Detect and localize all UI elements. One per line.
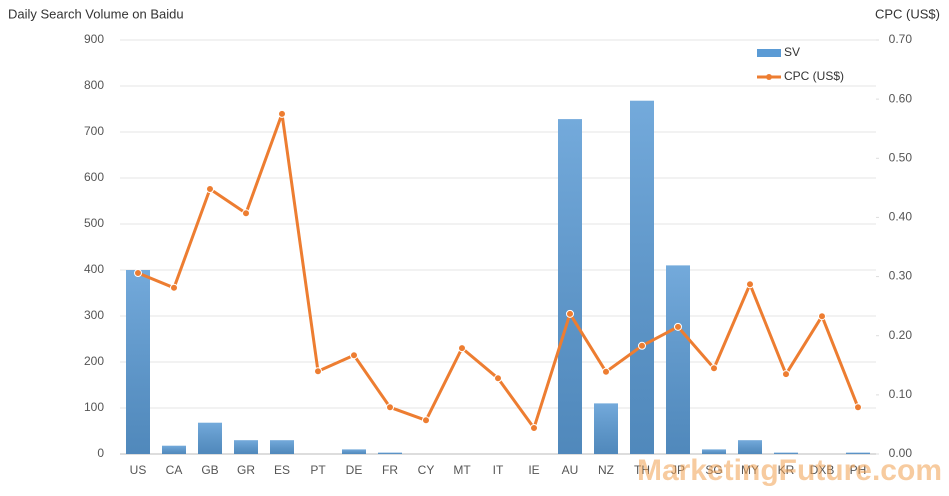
legend-swatch-marker [766, 74, 772, 80]
y-tick-label: 200 [84, 354, 104, 368]
y-tick-label: 500 [84, 216, 104, 230]
y2-tick-label: 0.60 [889, 91, 913, 105]
y2-tick-label: 0.10 [889, 387, 913, 401]
bar-shade [594, 403, 618, 454]
y2-tick-label: 0.70 [889, 32, 913, 46]
bar-shade [558, 119, 582, 455]
bar-shade [270, 440, 294, 454]
legend-label: CPC (US$) [784, 69, 844, 83]
bar-shade [342, 449, 366, 454]
x-tick-label: IE [528, 463, 539, 477]
y-tick-label: 800 [84, 78, 104, 92]
x-tick-label: SG [705, 463, 722, 477]
x-tick-label: FR [382, 463, 398, 477]
x-tick-label: AU [562, 463, 579, 477]
line-marker [782, 370, 790, 379]
y-tick-label: 100 [84, 400, 104, 414]
y2-tick-label: 0.40 [889, 210, 913, 224]
x-tick-label: JP [671, 463, 685, 477]
bar-shade [162, 445, 186, 454]
line-marker [746, 280, 754, 289]
bar-shade [378, 452, 402, 454]
bar-shade [666, 265, 690, 454]
y-tick-label: 300 [84, 308, 104, 322]
y2-tick-label: 0.00 [889, 446, 913, 460]
x-tick-label: PH [850, 463, 867, 477]
line-marker [206, 185, 214, 194]
line-marker [566, 309, 574, 318]
x-tick-label: KR [778, 463, 795, 477]
line-marker [170, 283, 178, 292]
line-marker [494, 374, 502, 383]
line-marker [638, 341, 646, 350]
x-tick-label: PT [310, 463, 326, 477]
line-marker [818, 312, 826, 321]
line-marker [314, 367, 322, 376]
x-tick-label: CY [418, 463, 435, 477]
x-tick-label: TH [634, 463, 650, 477]
line-marker [674, 322, 682, 331]
bar-shade [702, 449, 726, 454]
line-marker [350, 351, 358, 360]
y-tick-label: 600 [84, 170, 104, 184]
legend-label: SV [784, 45, 800, 59]
bar-shade [630, 100, 654, 454]
y-tick-label: 400 [84, 262, 104, 276]
watermark: MarketingFuture.com [637, 454, 942, 487]
x-tick-label: DXB [810, 463, 835, 477]
y-tick-label: 900 [84, 32, 104, 46]
x-tick-label: CA [166, 463, 183, 477]
x-tick-label: GB [201, 463, 218, 477]
y2-tick-label: 0.50 [889, 150, 913, 164]
x-tick-label: NZ [598, 463, 614, 477]
line-marker [134, 269, 142, 278]
bar-shade [774, 452, 798, 454]
y2-tick-label: 0.20 [889, 328, 913, 342]
x-tick-label: MY [741, 463, 759, 477]
legend-swatch [757, 49, 781, 57]
line-marker [278, 109, 286, 118]
line-marker [854, 403, 862, 412]
y-tick-label: 700 [84, 124, 104, 138]
y-tick-label: 0 [97, 446, 104, 460]
line-marker [386, 403, 394, 412]
bar-shade [234, 440, 258, 454]
x-tick-label: MT [453, 463, 471, 477]
line-marker [422, 416, 430, 425]
x-tick-label: IT [493, 463, 504, 477]
line-marker [530, 423, 538, 432]
chart-title: Daily Search Volume on Baidu [8, 6, 184, 21]
bar-shade [738, 440, 762, 454]
y2-tick-label: 0.30 [889, 269, 913, 283]
x-tick-label: US [130, 463, 147, 477]
bar-shade [846, 452, 870, 454]
x-tick-label: ES [274, 463, 290, 477]
bar-shade [126, 270, 150, 454]
line-marker [242, 209, 250, 218]
x-tick-label: GR [237, 463, 255, 477]
line-marker [602, 367, 610, 376]
line-marker [710, 364, 718, 373]
x-tick-label: DE [346, 463, 363, 477]
y2-axis-label: CPC (US$) [875, 6, 940, 21]
bar-shade [198, 422, 222, 454]
line-marker [458, 344, 466, 353]
